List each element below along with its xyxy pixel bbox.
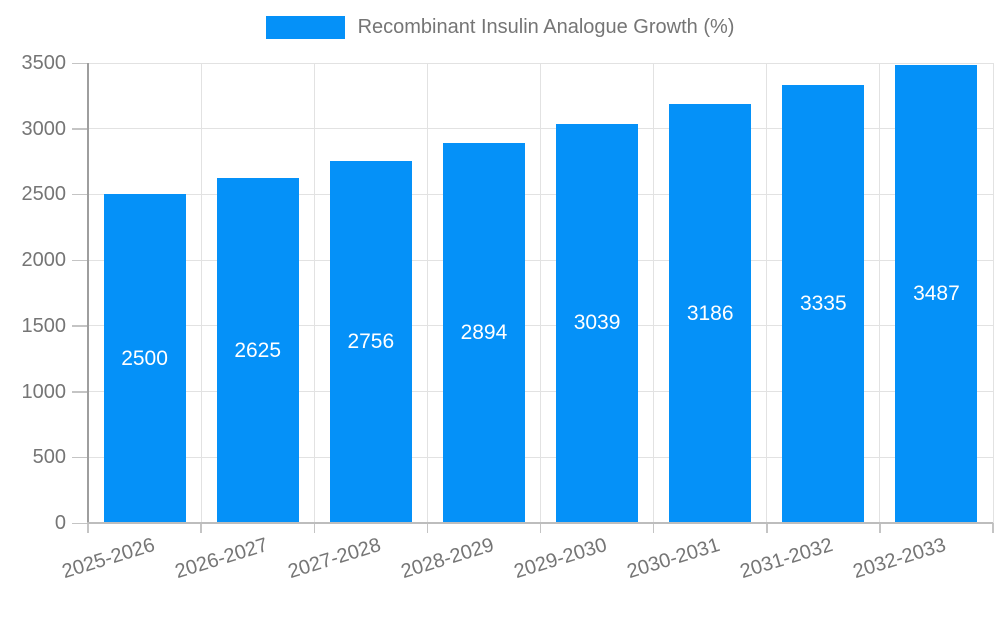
bar: 3487 xyxy=(895,64,978,523)
x-gridline xyxy=(766,63,768,523)
y-tick-mark xyxy=(72,259,88,262)
y-tick-label: 1000 xyxy=(21,380,67,403)
x-gridline xyxy=(653,63,655,523)
bar: 3335 xyxy=(782,84,865,523)
y-tick-mark xyxy=(72,193,88,196)
bar-value-label: 3335 xyxy=(799,291,847,315)
bar-value-label: 3186 xyxy=(686,301,734,325)
legend-label: Recombinant Insulin Analogue Growth (%) xyxy=(357,16,735,38)
x-tick-mark xyxy=(766,523,768,533)
x-tick-mark xyxy=(87,523,89,533)
bar: 3039 xyxy=(556,123,639,523)
x-tick-mark xyxy=(879,523,881,533)
x-tick-mark xyxy=(539,523,542,533)
y-tick-mark xyxy=(72,522,88,524)
legend-item[interactable]: Recombinant Insulin Analogue Growth (%) xyxy=(0,16,1000,39)
x-tick-label: 2032-2033 xyxy=(850,534,949,584)
bar: 2756 xyxy=(329,160,412,523)
x-gridline xyxy=(879,63,881,523)
x-gridline xyxy=(200,63,202,523)
y-tick-label: 2000 xyxy=(21,249,67,272)
bar-chart: Recombinant Insulin Analogue Growth (%) … xyxy=(0,16,1000,583)
bar-value-label: 2625 xyxy=(234,338,282,362)
x-gridline xyxy=(992,63,994,523)
y-tick-mark xyxy=(72,325,88,327)
bar-value-label: 2894 xyxy=(460,320,508,344)
bar-value-label: 2756 xyxy=(347,329,395,353)
y-tick-label: 3500 xyxy=(21,52,67,74)
x-tick-mark xyxy=(652,523,655,533)
y-axis-line xyxy=(87,63,89,523)
bar-value-label: 3039 xyxy=(573,311,621,335)
bar: 3186 xyxy=(669,104,752,523)
y-tick-label: 3000 xyxy=(21,117,67,140)
y-tick-label: 1500 xyxy=(21,314,67,337)
y-tick-label: 2500 xyxy=(21,183,67,206)
legend-swatch xyxy=(265,16,345,39)
x-gridline xyxy=(313,63,315,523)
y-tick-label: 0 xyxy=(54,512,66,534)
y-tick-mark xyxy=(72,456,88,459)
bar: 2500 xyxy=(103,194,186,523)
y-tick-mark xyxy=(72,62,88,64)
x-tick-mark xyxy=(992,523,994,533)
bar-value-label: 2500 xyxy=(121,346,168,370)
x-tick-mark xyxy=(313,523,315,533)
bar: 2625 xyxy=(216,178,299,523)
bar-value-label: 3487 xyxy=(913,281,960,305)
x-axis-line xyxy=(87,522,993,524)
x-gridline xyxy=(540,63,541,523)
y-tick-mark xyxy=(72,391,88,393)
bar: 2894 xyxy=(442,142,525,523)
x-gridline xyxy=(426,63,428,523)
x-tick-mark xyxy=(426,523,429,533)
y-tick-label: 500 xyxy=(32,446,66,469)
x-tick-mark xyxy=(200,523,202,533)
y-tick-mark xyxy=(72,128,88,130)
